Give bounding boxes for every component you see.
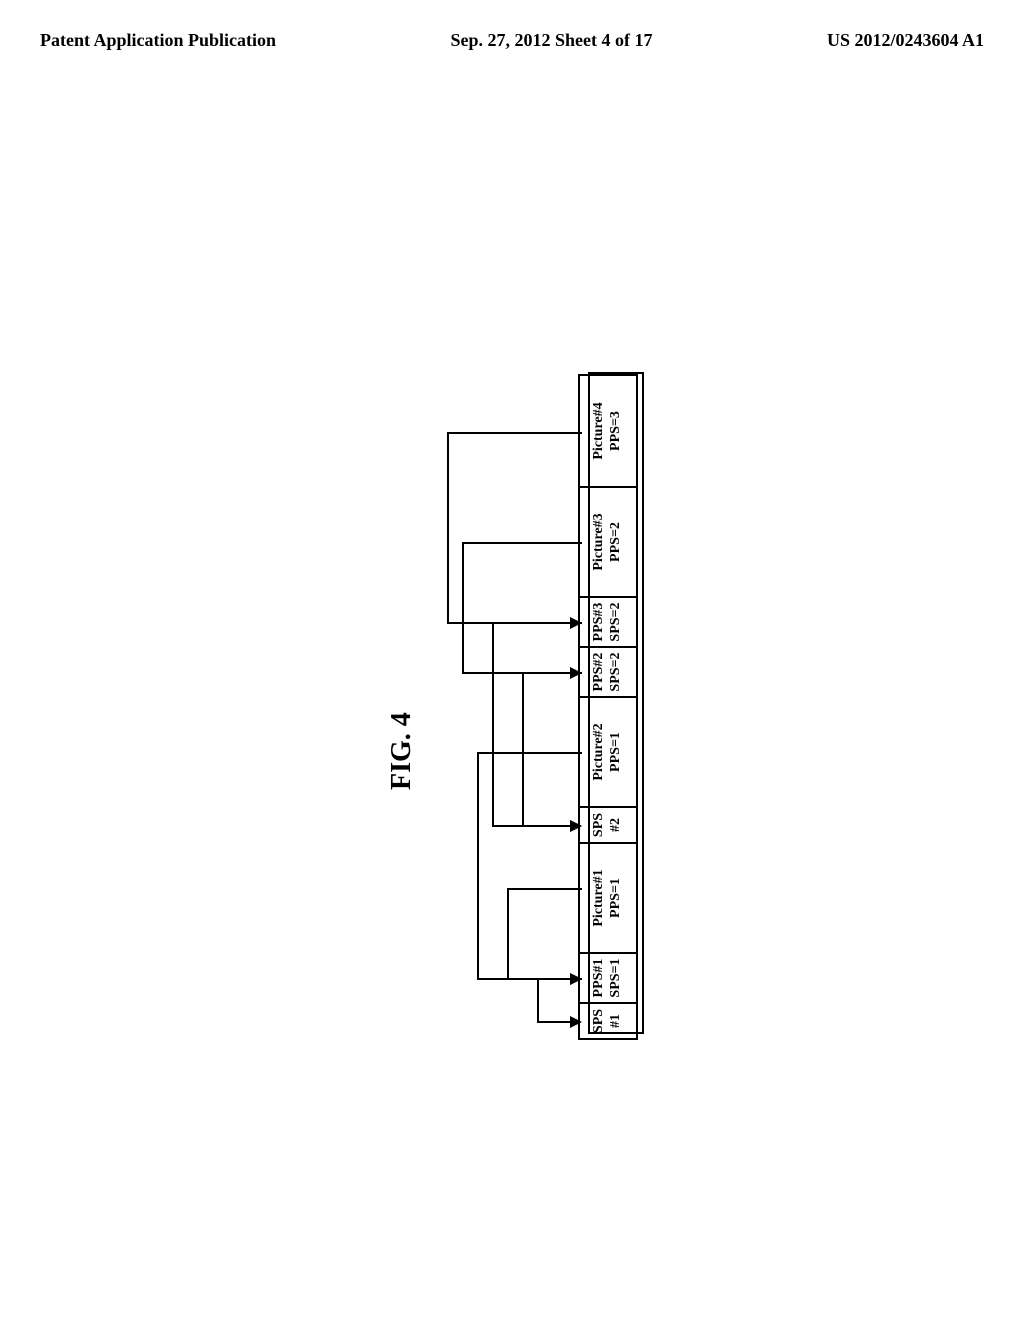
arrows-region: [438, 340, 578, 1040]
header-right: US 2012/0243604 A1: [827, 30, 984, 51]
page-header: Patent Application Publication Sep. 27, …: [0, 30, 1024, 51]
box-pic1-line2: PPS=1: [608, 878, 625, 918]
box-pic1-line1: Picture#1: [591, 869, 608, 926]
box-pps1-line2: SPS=1: [608, 958, 625, 997]
arrow-6: [448, 433, 582, 623]
box-pps2: PPS#2SPS=2: [580, 646, 636, 696]
box-pic4-line1: Picture#4: [591, 402, 608, 459]
box-pic3-line2: PPS=2: [608, 522, 625, 562]
arrow-3: [523, 673, 582, 826]
box-pic4: Picture#4PPS=3: [580, 376, 636, 486]
arrow-4: [493, 623, 582, 826]
diagram: SPS#1PPS#1SPS=1Picture#1PPS=1SPS#2Pictur…: [438, 340, 638, 1040]
box-sps1: SPS#1: [580, 1002, 636, 1038]
arrow-5: [463, 543, 582, 673]
header-center: Sep. 27, 2012 Sheet 4 of 17: [451, 30, 653, 51]
box-pps3-line2: SPS=2: [608, 602, 625, 641]
box-sps1-line2: #1: [608, 1014, 625, 1028]
box-pps3-line1: PPS#3: [591, 603, 608, 642]
box-pic2-line1: Picture#2: [591, 723, 608, 780]
box-pps2-line2: SPS=2: [608, 652, 625, 691]
figure-container: FIG. 4 SPS#1PPS#1SPS=1Picture#1PPS=1SPS#…: [0, 140, 1024, 1240]
box-pps3: PPS#3SPS=2: [580, 596, 636, 646]
box-pps1-line1: PPS#1: [591, 959, 608, 998]
box-pps2-line1: PPS#2: [591, 653, 608, 692]
box-pic1: Picture#1PPS=1: [580, 842, 636, 952]
box-pic4-line2: PPS=3: [608, 411, 625, 451]
box-sps2-line2: #2: [608, 818, 625, 832]
arrow-1: [508, 889, 582, 979]
box-pic2-line2: PPS=1: [608, 732, 625, 772]
box-sps2: SPS#2: [580, 806, 636, 842]
box-sps1-line1: SPS: [591, 1009, 608, 1033]
box-row: SPS#1PPS#1SPS=1Picture#1PPS=1SPS#2Pictur…: [578, 374, 638, 1040]
box-pic2: Picture#2PPS=1: [580, 696, 636, 806]
box-pps1: PPS#1SPS=1: [580, 952, 636, 1002]
arrow-0: [538, 979, 582, 1022]
header-left: Patent Application Publication: [40, 30, 276, 51]
box-sps2-line1: SPS: [591, 813, 608, 837]
box-pic3: Picture#3PPS=2: [580, 486, 636, 596]
box-pic3-line1: Picture#3: [591, 513, 608, 570]
figure-label: FIG. 4: [386, 340, 418, 1040]
figure-wrapper: FIG. 4 SPS#1PPS#1SPS=1Picture#1PPS=1SPS#…: [386, 340, 638, 1040]
